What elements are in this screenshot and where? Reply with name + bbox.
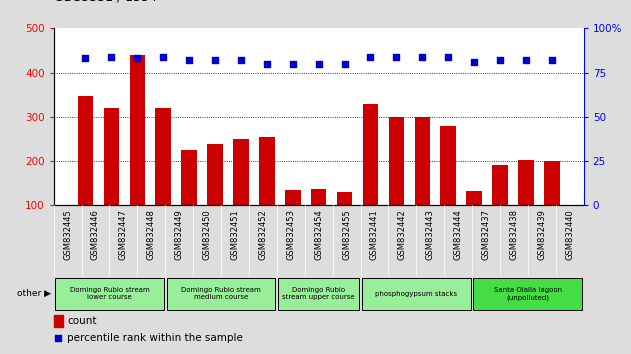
Point bbox=[80, 56, 90, 61]
Point bbox=[210, 57, 220, 63]
Text: GSM832443: GSM832443 bbox=[426, 209, 435, 260]
Text: GSM832449: GSM832449 bbox=[175, 209, 184, 259]
Text: GSM832455: GSM832455 bbox=[342, 209, 351, 259]
Text: GSM832447: GSM832447 bbox=[119, 209, 128, 260]
Point bbox=[236, 57, 246, 63]
Bar bbox=[103, 108, 119, 250]
Point bbox=[391, 54, 401, 59]
Point bbox=[365, 54, 375, 59]
Bar bbox=[415, 117, 430, 250]
Bar bbox=[285, 190, 300, 250]
Text: Domingo Rubio stream
medium course: Domingo Rubio stream medium course bbox=[181, 287, 261, 300]
Text: Domingo Rubio stream
lower course: Domingo Rubio stream lower course bbox=[69, 287, 150, 300]
Bar bbox=[207, 144, 223, 250]
Text: GSM832451: GSM832451 bbox=[230, 209, 239, 259]
FancyBboxPatch shape bbox=[473, 278, 582, 310]
Point bbox=[521, 57, 531, 63]
Text: GSM832446: GSM832446 bbox=[91, 209, 100, 260]
Bar bbox=[492, 166, 508, 250]
Text: count: count bbox=[67, 316, 97, 326]
Text: GSM832440: GSM832440 bbox=[565, 209, 574, 259]
Text: GSM832444: GSM832444 bbox=[454, 209, 463, 259]
Point bbox=[158, 54, 168, 59]
Bar bbox=[518, 160, 534, 250]
Bar bbox=[259, 137, 274, 250]
Point bbox=[184, 57, 194, 63]
Bar bbox=[466, 191, 482, 250]
Bar bbox=[155, 108, 171, 250]
Point bbox=[495, 57, 505, 63]
Text: GSM832439: GSM832439 bbox=[538, 209, 546, 260]
Point bbox=[417, 54, 427, 59]
Bar bbox=[544, 161, 560, 250]
FancyBboxPatch shape bbox=[55, 278, 164, 310]
Bar bbox=[311, 188, 326, 250]
Bar bbox=[337, 192, 352, 250]
Text: percentile rank within the sample: percentile rank within the sample bbox=[67, 333, 243, 343]
Text: GSM832438: GSM832438 bbox=[509, 209, 519, 260]
Text: GSM832445: GSM832445 bbox=[63, 209, 72, 259]
Point bbox=[469, 59, 479, 65]
Text: GSM832441: GSM832441 bbox=[370, 209, 379, 259]
Text: GSM832437: GSM832437 bbox=[481, 209, 490, 260]
Text: GSM832454: GSM832454 bbox=[314, 209, 323, 259]
Text: GDS5331 / 1554: GDS5331 / 1554 bbox=[54, 0, 156, 3]
Text: Santa Olalla lagoon
(unpolluted): Santa Olalla lagoon (unpolluted) bbox=[494, 287, 562, 301]
Point bbox=[262, 61, 272, 67]
FancyBboxPatch shape bbox=[362, 278, 471, 310]
Bar bbox=[78, 96, 93, 250]
Text: GSM832453: GSM832453 bbox=[286, 209, 295, 260]
Point bbox=[357, 246, 367, 252]
FancyBboxPatch shape bbox=[167, 278, 275, 310]
Point bbox=[288, 61, 298, 67]
FancyBboxPatch shape bbox=[278, 278, 359, 310]
Point bbox=[133, 56, 143, 61]
Point bbox=[547, 57, 557, 63]
Point bbox=[107, 54, 117, 59]
Bar bbox=[129, 55, 145, 250]
Text: other ▶: other ▶ bbox=[17, 289, 51, 298]
Bar bbox=[440, 126, 456, 250]
Text: GSM832442: GSM832442 bbox=[398, 209, 407, 259]
Bar bbox=[233, 139, 249, 250]
Bar bbox=[363, 104, 378, 250]
Text: Domingo Rubio
stream upper course: Domingo Rubio stream upper course bbox=[282, 287, 355, 300]
Point bbox=[443, 54, 453, 59]
Bar bbox=[389, 117, 404, 250]
Text: GSM832450: GSM832450 bbox=[203, 209, 211, 259]
Bar bbox=[54, 315, 63, 327]
Point bbox=[314, 61, 324, 67]
Text: phosphogypsum stacks: phosphogypsum stacks bbox=[375, 291, 457, 297]
Text: GSM832452: GSM832452 bbox=[258, 209, 268, 259]
Text: GSM832448: GSM832448 bbox=[147, 209, 156, 260]
Point bbox=[339, 61, 350, 67]
Bar bbox=[181, 150, 197, 250]
